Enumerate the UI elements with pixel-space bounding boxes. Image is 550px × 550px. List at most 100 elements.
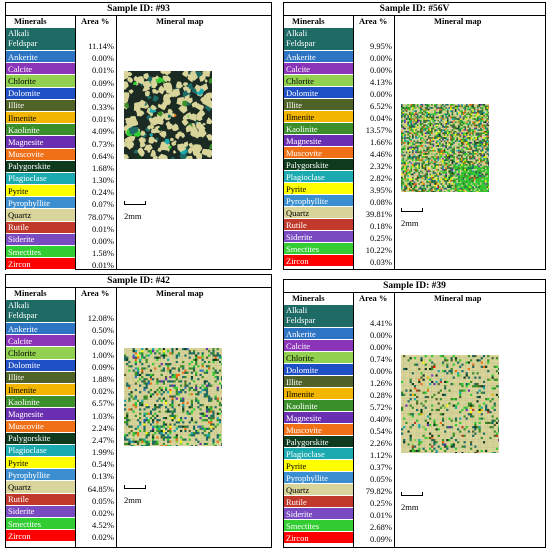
table-row: Smectites 4.52%: [6, 518, 116, 531]
area-header: Area %: [81, 16, 110, 26]
table-row: Rutile 0.01%: [6, 221, 116, 234]
minerals-header: Minerals: [14, 16, 47, 26]
mineral-name: Pyrophyllite: [284, 472, 353, 484]
scale-bar-line: [401, 492, 423, 496]
area-value: 0.13%: [92, 471, 114, 482]
table-row: Ankerite 0.00%: [284, 51, 394, 63]
table-row: Magnesite 0.40%: [284, 412, 394, 424]
scale-bar-label: 2mm: [401, 502, 419, 512]
mineral-name: Chlorite: [6, 75, 75, 88]
area-value: 11.14%: [88, 41, 114, 51]
area-value: 0.00%: [92, 337, 114, 348]
table-header: Minerals Area % Mineral map: [6, 288, 271, 299]
area-value: 0.04%: [370, 113, 392, 123]
area-value: 2.32%: [370, 161, 392, 171]
table-row: Quartz 39.81%: [284, 207, 394, 219]
area-value: 0.00%: [92, 89, 114, 100]
area-value: 4.46%: [370, 149, 392, 159]
mineral-name: Zircon: [6, 258, 75, 271]
area-value: 0.02%: [92, 532, 114, 543]
mineral-name: Muscovite: [6, 420, 75, 433]
area-value: 0.02%: [92, 386, 114, 397]
table-row: Quartz 64.85%: [6, 481, 116, 494]
table-row: Kaolinite 6.57%: [6, 396, 116, 409]
area-value: 0.05%: [92, 495, 114, 506]
mineral-name: Ilmenite: [6, 111, 75, 125]
area-value: 79.82%: [365, 486, 392, 496]
area-value: 0.74%: [370, 354, 392, 364]
area-value: 12.08%: [87, 313, 114, 323]
table-row: Muscovite 0.64%: [6, 148, 116, 161]
mineral-map-image: [124, 348, 222, 446]
mineral-name: Ilmenite: [6, 383, 75, 397]
table-row: Calcite 0.00%: [284, 340, 394, 352]
scale-bar-label: 2mm: [124, 211, 142, 221]
column-divider: [353, 15, 354, 269]
table-row: Rutile 0.25%: [284, 496, 394, 508]
table-row: Chlorite 4.13%: [284, 75, 394, 87]
mineral-name: Chlorite: [284, 352, 353, 364]
area-value: 2.82%: [370, 173, 392, 183]
mineral-name: Chlorite: [284, 75, 353, 87]
scale-bar-label: 2mm: [124, 495, 142, 505]
mineral-name: Palygorskite: [6, 432, 75, 445]
area-value: 0.28%: [370, 390, 392, 400]
table-row: Ankerite 0.00%: [284, 328, 394, 340]
area-value: 6.57%: [92, 398, 114, 409]
table-row: Alkali Feldspar 4.41%: [284, 305, 394, 328]
area-value: 0.07%: [92, 199, 114, 210]
sample-title: Sample ID: #42: [6, 275, 271, 288]
table-row: Pyrophyllite 0.13%: [6, 469, 116, 482]
mineral-name: Ilmenite: [284, 388, 353, 400]
mineral-name: Chlorite: [6, 347, 75, 360]
table-row: Rutile 0.18%: [284, 219, 394, 231]
area-value: 1.88%: [92, 373, 114, 384]
mineral-name: Ankerite: [6, 51, 75, 64]
area-value: 0.25%: [370, 233, 392, 243]
sample-panel: Sample ID: #42 Minerals Area % Mineral map A…: [5, 274, 272, 548]
mineral-name: Pyrite: [6, 185, 75, 198]
table-header: Minerals Area % Mineral map: [6, 16, 271, 27]
area-value: 0.05%: [370, 474, 392, 484]
table-row: Palygorskite 1.68%: [6, 160, 116, 173]
area-value: 0.03%: [370, 257, 392, 267]
table-row: Zircon 0.02%: [6, 530, 116, 543]
mineral-name: Magnesite: [284, 412, 353, 424]
table-row: Smectites 10.22%: [284, 243, 394, 255]
area-value: 2.47%: [92, 434, 114, 445]
mineral-name: Siderite: [284, 508, 353, 520]
mineral-name: Rutile: [6, 493, 75, 506]
mineral-name: Quartz: [284, 207, 353, 219]
area-value: 1.00%: [92, 349, 114, 360]
mineral-name: Rutile: [284, 219, 353, 231]
area-value: 6.52%: [370, 101, 392, 111]
table-row: Pyrophyllite 0.05%: [284, 472, 394, 484]
area-value: 0.09%: [370, 534, 392, 544]
mineral-name: Calcite: [6, 335, 75, 348]
table-row: Plagioclase 1.12%: [284, 448, 394, 460]
table-row: Dolomite 0.00%: [284, 87, 394, 99]
table-row: Muscovite 2.24%: [6, 420, 116, 433]
area-value: 0.40%: [370, 414, 392, 424]
mineral-table: Alkali Feldspar 12.08% Ankerite 0.50% Calcite…: [6, 300, 116, 543]
mineral-name: Muscovite: [284, 147, 353, 159]
area-header: Area %: [359, 16, 388, 26]
table-row: Alkali Feldspar 12.08%: [6, 300, 116, 323]
area-value: 78.07%: [87, 211, 114, 222]
table-row: Siderite 0.00%: [6, 233, 116, 246]
table-row: Chlorite 0.09%: [6, 75, 116, 88]
table-row: Kaolinite 4.09%: [6, 124, 116, 137]
table-row: Ankerite 0.00%: [6, 51, 116, 64]
mineral-name: Magnesite: [6, 136, 75, 149]
area-value: 4.09%: [92, 126, 114, 137]
table-row: Dolomite 0.00%: [6, 87, 116, 100]
scale-bar-label: 2mm: [401, 218, 419, 228]
map-header: Mineral map: [434, 293, 482, 303]
table-row: Pyrophyllite 0.08%: [284, 195, 394, 207]
area-value: 10.22%: [365, 245, 392, 255]
mineral-map-image: [401, 104, 489, 192]
mineral-name: Plagioclase: [6, 172, 75, 186]
mineral-name: Pyrite: [284, 183, 353, 195]
table-row: Zircon 0.09%: [284, 532, 394, 544]
mineral-name: Pyrophyllite: [6, 469, 75, 482]
